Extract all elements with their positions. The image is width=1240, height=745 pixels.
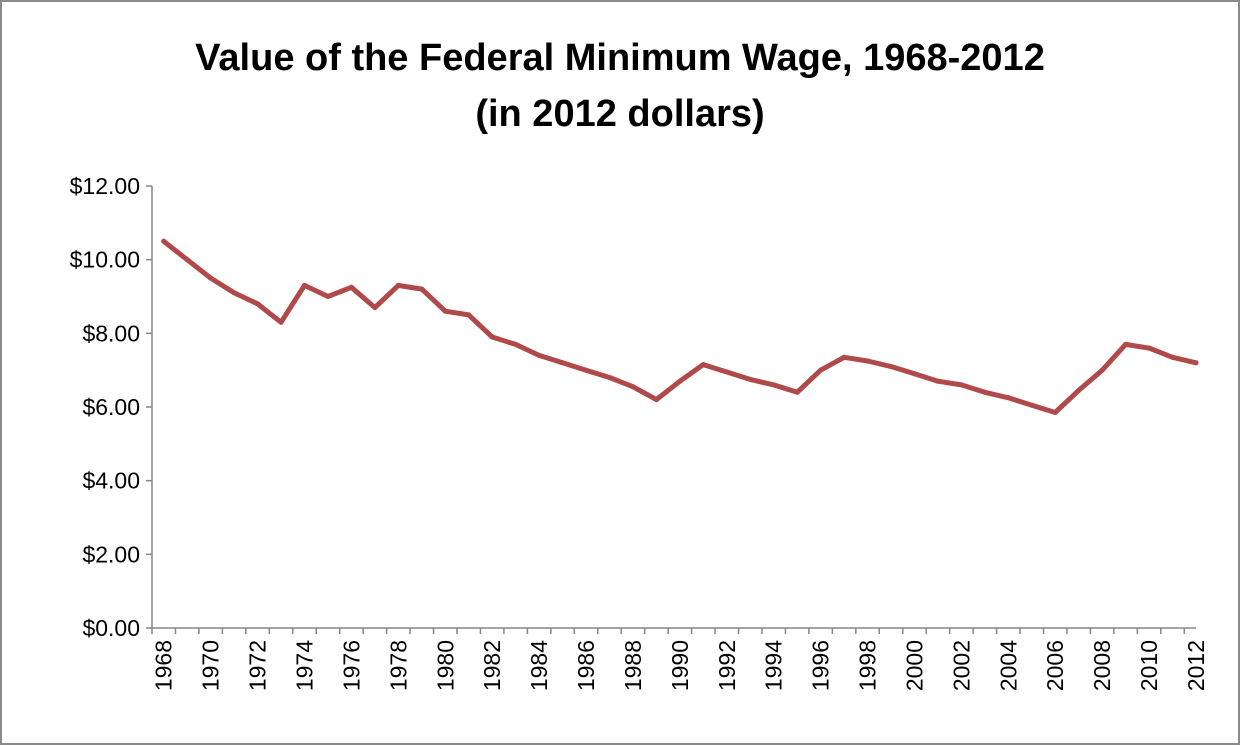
data-point — [536, 352, 542, 358]
chart-title-line-2: (in 2012 dollars) — [475, 93, 765, 135]
data-point — [583, 367, 589, 373]
x-tick-label: 2012 — [1183, 640, 1209, 691]
x-tick-label: 1976 — [338, 640, 364, 691]
data-point — [395, 282, 401, 288]
data-point — [747, 376, 753, 382]
y-tick-label: $12.00 — [70, 173, 140, 199]
x-tick-label: 1988 — [620, 640, 646, 691]
data-point — [630, 384, 636, 390]
x-axis: 1968 1970 1972 1974 1976 1978 1980 1982 1984 1986… — [151, 627, 1209, 691]
data-point — [888, 363, 894, 369]
x-tick-label: 2008 — [1089, 640, 1115, 691]
y-tick-label: $10.00 — [70, 247, 140, 273]
data-point — [677, 378, 683, 384]
x-tick-label: 1986 — [573, 640, 599, 691]
series-line — [161, 238, 1199, 415]
y-tick-label: $4.00 — [82, 468, 140, 494]
y-tick-label: $0.00 — [82, 615, 140, 641]
x-tick-label: 2010 — [1136, 640, 1162, 691]
y-tick-label: $6.00 — [82, 394, 140, 420]
data-point — [560, 360, 566, 366]
x-tick-label: 1982 — [479, 640, 505, 691]
data-point — [700, 362, 706, 368]
x-tick-label: 1990 — [667, 640, 693, 691]
data-point — [911, 371, 917, 377]
y-axis: $0.00 $2.00 $4.00 $6.00 $8.00 $10.00 $12.00 — [70, 173, 153, 641]
data-point — [372, 305, 378, 311]
data-point — [301, 282, 307, 288]
x-tick-label: 1996 — [808, 640, 834, 691]
x-tick-label: 1972 — [245, 640, 271, 691]
data-point — [958, 382, 964, 388]
data-point — [1052, 410, 1058, 416]
chart-title-line-1: Value of the Federal Minimum Wage, 1968-… — [195, 37, 1045, 79]
data-point — [1146, 345, 1152, 351]
data-point — [513, 341, 519, 347]
data-point — [653, 397, 659, 403]
x-tick-label: 1978 — [385, 640, 411, 691]
x-tick-label: 2000 — [901, 640, 927, 691]
data-point — [419, 286, 425, 292]
x-tick-label: 1980 — [432, 640, 458, 691]
data-point — [606, 375, 612, 381]
data-point — [231, 290, 237, 296]
data-point — [935, 378, 941, 384]
data-point — [161, 238, 167, 244]
data-point — [724, 369, 730, 375]
data-point — [466, 312, 472, 318]
x-tick-label: 1968 — [151, 640, 177, 691]
x-tick-label: 1970 — [198, 640, 224, 691]
data-point — [818, 367, 824, 373]
y-tick-label: $2.00 — [82, 541, 140, 567]
data-point — [841, 354, 847, 360]
data-point — [442, 308, 448, 314]
data-point — [208, 275, 214, 281]
data-point — [982, 389, 988, 395]
x-tick-label: 2004 — [995, 640, 1021, 691]
chart-title: Value of the Federal Minimum Wage, 1968-… — [0, 30, 1240, 142]
x-tick-label: 1984 — [526, 640, 552, 691]
data-point — [348, 284, 354, 290]
data-point — [865, 358, 871, 364]
data-point — [1123, 341, 1129, 347]
data-point — [489, 334, 495, 340]
x-tick-label: 2002 — [948, 640, 974, 691]
data-point — [1193, 360, 1199, 366]
data-point — [1076, 387, 1082, 393]
data-point — [325, 294, 331, 299]
data-point — [771, 382, 777, 388]
series-group — [161, 238, 1199, 416]
x-tick-label: 1994 — [761, 640, 787, 691]
x-tick-label: 1992 — [714, 640, 740, 691]
x-tick-label: 1974 — [291, 640, 317, 691]
data-point — [184, 257, 190, 263]
data-point — [255, 301, 261, 307]
data-point — [1170, 354, 1176, 360]
data-point — [1005, 395, 1011, 401]
y-tick-label: $8.00 — [82, 320, 140, 346]
data-point — [1029, 402, 1035, 408]
x-tick-label: 2006 — [1042, 640, 1068, 691]
x-tick-label: 1998 — [855, 640, 881, 691]
data-point — [1099, 367, 1105, 373]
data-point — [794, 389, 800, 395]
data-point — [278, 319, 284, 325]
